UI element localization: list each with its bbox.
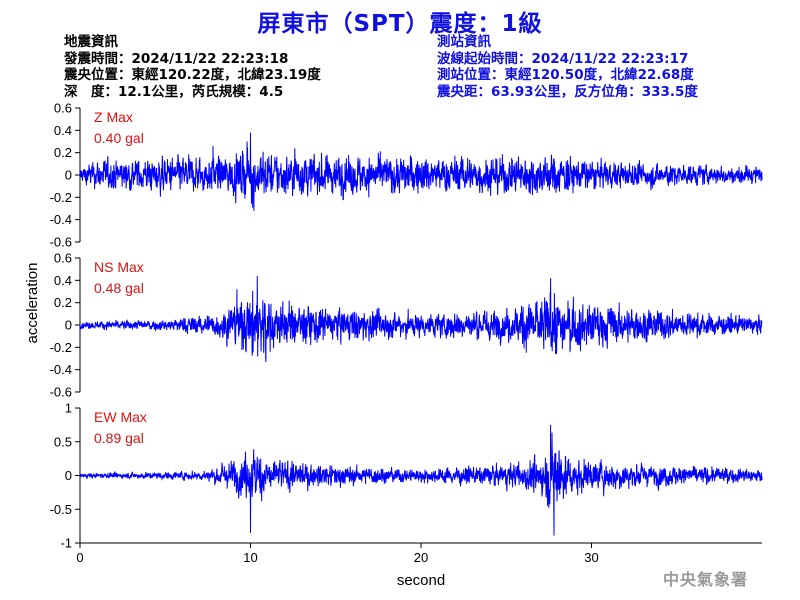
- station-info: 測站資訊 波線起始時間：2024/11/22 22:23:17 測站位置：東經1…: [437, 34, 698, 100]
- y-tick-label: 0: [65, 318, 72, 333]
- y-tick-label: -1: [60, 536, 72, 551]
- x-tick-label: 0: [76, 550, 83, 565]
- agency-watermark: 中央氣象署: [662, 570, 748, 589]
- max-value-ew: 0.89 gal: [94, 430, 144, 446]
- y-tick-label: 0: [65, 468, 72, 483]
- y-tick-label: 0.4: [54, 123, 72, 138]
- earthquake-info: 地震資訊 發震時間：2024/11/22 22:23:18 震央位置：東經120…: [64, 34, 321, 100]
- y-tick-label: -0.6: [50, 235, 72, 250]
- station-info-heading: 測站資訊: [437, 34, 491, 50]
- y-axis-title: acceleration: [24, 263, 41, 344]
- y-tick-label: 0.5: [54, 434, 72, 449]
- origin-time: 發震時間：2024/11/22 22:23:18: [64, 50, 289, 67]
- x-tick-label: 20: [414, 550, 428, 565]
- trace-ns: [79, 275, 763, 363]
- wave-start-time: 波線起始時間：2024/11/22 22:23:17: [437, 50, 689, 67]
- y-tick-label: 0.2: [54, 145, 72, 160]
- y-tick-label: -0.4: [50, 362, 72, 377]
- y-tick-label: -0.2: [50, 190, 72, 205]
- max-label-ns: NS Max: [94, 259, 144, 275]
- x-axis-title: second: [397, 572, 445, 589]
- y-tick-label: -0.2: [50, 340, 72, 355]
- epicentral-distance: 震央距：63.93公里，反方位角：333.5度: [437, 83, 698, 100]
- trace-ew: [79, 424, 763, 536]
- page-title: 屏東市（SPT）震度：1級: [257, 11, 543, 37]
- y-tick-label: 0.4: [54, 273, 72, 288]
- station-location: 測站位置：東經120.50度，北緯22.68度: [437, 67, 694, 83]
- max-value-ns: 0.48 gal: [94, 280, 144, 296]
- trace-z: [79, 132, 763, 211]
- y-tick-label: 0: [65, 168, 72, 183]
- y-tick-label: -0.6: [50, 385, 72, 400]
- x-tick-label: 30: [584, 550, 598, 565]
- epicenter-location: 震央位置：東經120.22度，北緯23.19度: [64, 67, 321, 83]
- depth-magnitude: 深 度：12.1公里，芮氏規模：4.5: [64, 83, 284, 100]
- max-label-z: Z Max: [94, 109, 133, 125]
- y-tick-label: 1: [65, 401, 72, 416]
- y-tick-label: 0.6: [54, 101, 72, 116]
- x-tick-label: 10: [243, 550, 257, 565]
- y-tick-label: 0.2: [54, 295, 72, 310]
- y-tick-label: 0.6: [54, 251, 72, 266]
- y-tick-label: -0.5: [50, 502, 72, 517]
- max-label-ew: EW Max: [94, 409, 147, 425]
- earthquake-info-heading: 地震資訊: [64, 34, 118, 50]
- y-tick-label: -0.4: [50, 212, 72, 227]
- max-value-z: 0.40 gal: [94, 130, 144, 146]
